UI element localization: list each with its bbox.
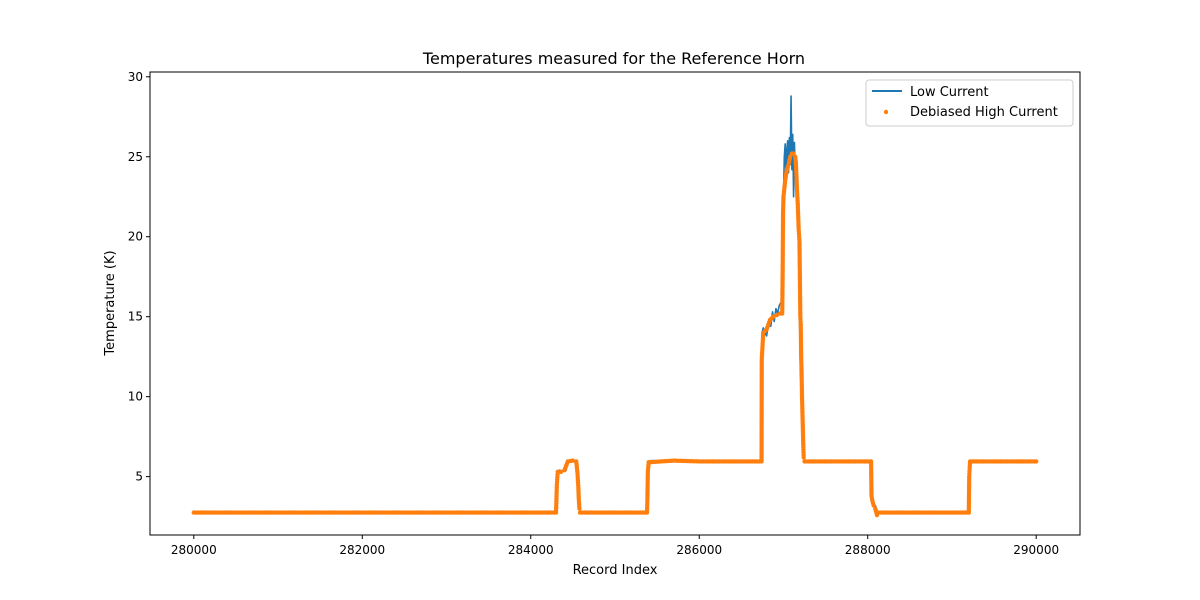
scatter-point <box>558 469 564 475</box>
chart-title: Temperatures measured for the Reference … <box>422 49 805 68</box>
x-axis-ticks: 280000 282000 284000 286000 288000 290000 <box>171 535 1059 557</box>
y-axis-label: Temperature (K) <box>103 250 118 356</box>
scatter-point <box>1034 459 1039 464</box>
axes-frame <box>149 71 1081 536</box>
x-axis-label: Record Index <box>573 563 658 578</box>
x-tick-label: 284000 <box>508 543 554 557</box>
series-scatter-debiased-high-current <box>191 151 1039 518</box>
x-tick-label: 280000 <box>171 543 217 557</box>
y-tick-label: 30 <box>128 70 143 84</box>
legend-label-low-current: Low Current <box>910 85 989 100</box>
series-layer <box>191 95 1039 518</box>
scatter-point <box>771 314 776 319</box>
legend: Low Current Debiased High Current <box>865 79 1074 127</box>
legend-label-debiased-high-current: Debiased High Current <box>910 105 1058 120</box>
y-tick-label: 20 <box>128 230 143 244</box>
x-tick-label: 286000 <box>676 543 722 557</box>
x-tick-label: 290000 <box>1013 543 1059 557</box>
y-axis-ticks: 5 10 15 20 25 30 <box>128 70 150 484</box>
legend-box <box>865 79 1074 127</box>
y-tick-label: 10 <box>128 390 143 404</box>
legend-dot-swatch <box>883 109 889 115</box>
y-tick-label: 15 <box>128 310 143 324</box>
y-tick-label: 25 <box>128 150 143 164</box>
x-tick-label: 288000 <box>845 543 891 557</box>
scatter-point <box>577 506 582 511</box>
scatter-point <box>555 469 560 475</box>
plot-area <box>149 71 1081 536</box>
scatter-point <box>774 312 779 318</box>
x-tick-label: 282000 <box>339 543 385 557</box>
scatter-point <box>801 455 806 460</box>
y-tick-label: 5 <box>135 470 143 484</box>
scatter-point <box>570 458 576 463</box>
